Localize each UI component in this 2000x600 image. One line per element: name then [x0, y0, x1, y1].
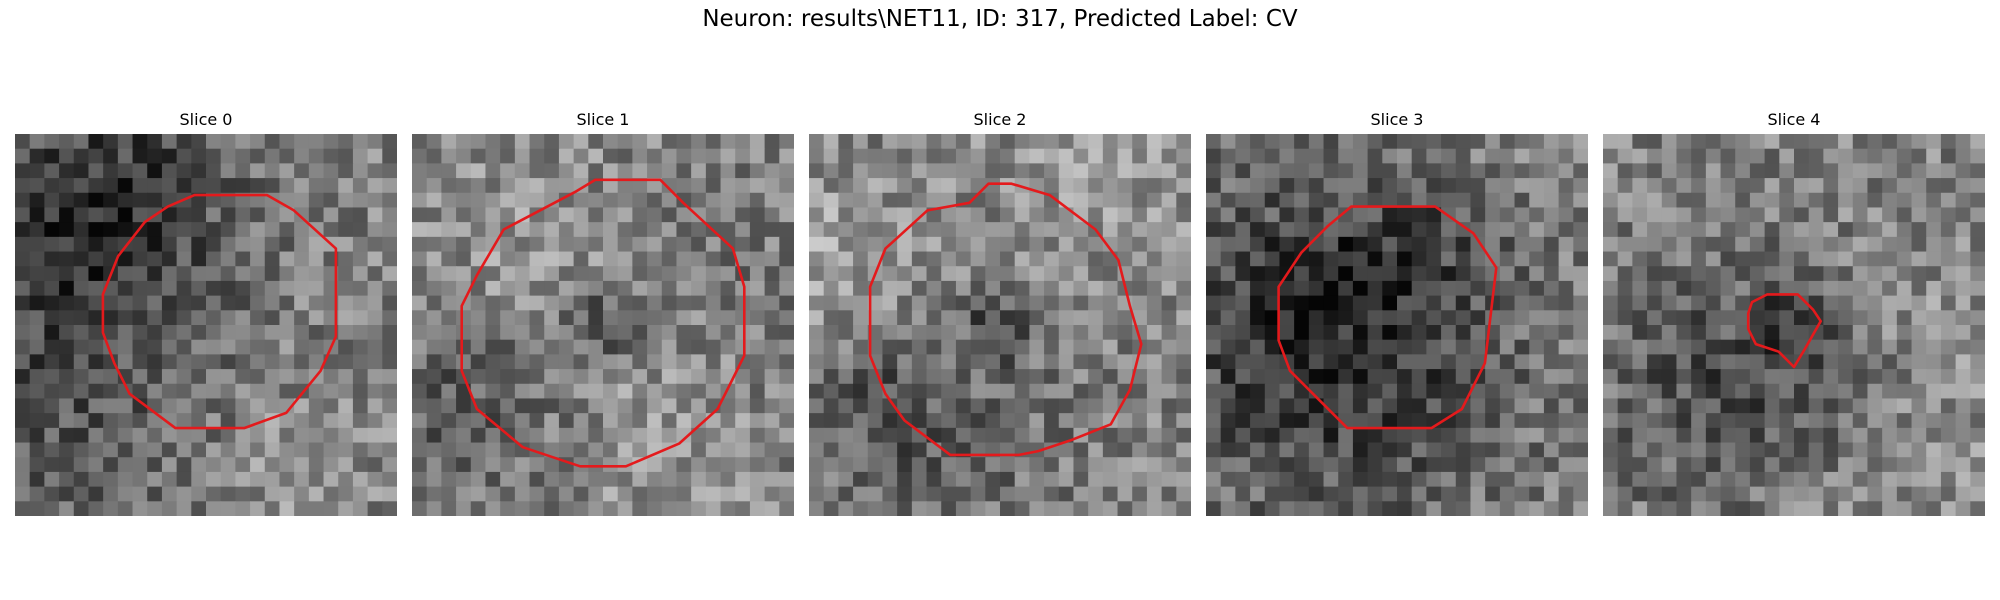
roi-outline	[460, 178, 746, 468]
roi-outline	[868, 182, 1143, 457]
pixel-grid	[1206, 134, 1588, 516]
slice-title-2: Slice 2	[973, 110, 1027, 129]
slice-title-4: Slice 4	[1767, 110, 1821, 129]
pixel-grid	[1603, 134, 1985, 516]
pixel-grid	[15, 134, 397, 516]
slice-image-3	[1206, 134, 1588, 516]
roi-outline	[101, 193, 338, 430]
slice-panel-0: Slice 0	[15, 110, 397, 516]
roi-outline	[1746, 293, 1822, 369]
pixel-grid	[412, 134, 794, 516]
slice-image-2	[809, 134, 1191, 516]
slice-panel-4: Slice 4	[1603, 110, 1985, 516]
pixel-grid	[809, 134, 1191, 516]
slice-title-1: Slice 1	[576, 110, 630, 129]
figure-title: Neuron: results\NET11, ID: 317, Predicte…	[702, 6, 1298, 32]
slice-title-0: Slice 0	[179, 110, 233, 129]
slice-panel-2: Slice 2	[809, 110, 1191, 516]
roi-outline	[1277, 205, 1498, 430]
slice-image-0	[15, 134, 397, 516]
slice-image-4	[1603, 134, 1985, 516]
slice-panel-3: Slice 3	[1206, 110, 1588, 516]
slice-panel-1: Slice 1	[412, 110, 794, 516]
slice-title-3: Slice 3	[1370, 110, 1424, 129]
slice-image-1	[412, 134, 794, 516]
